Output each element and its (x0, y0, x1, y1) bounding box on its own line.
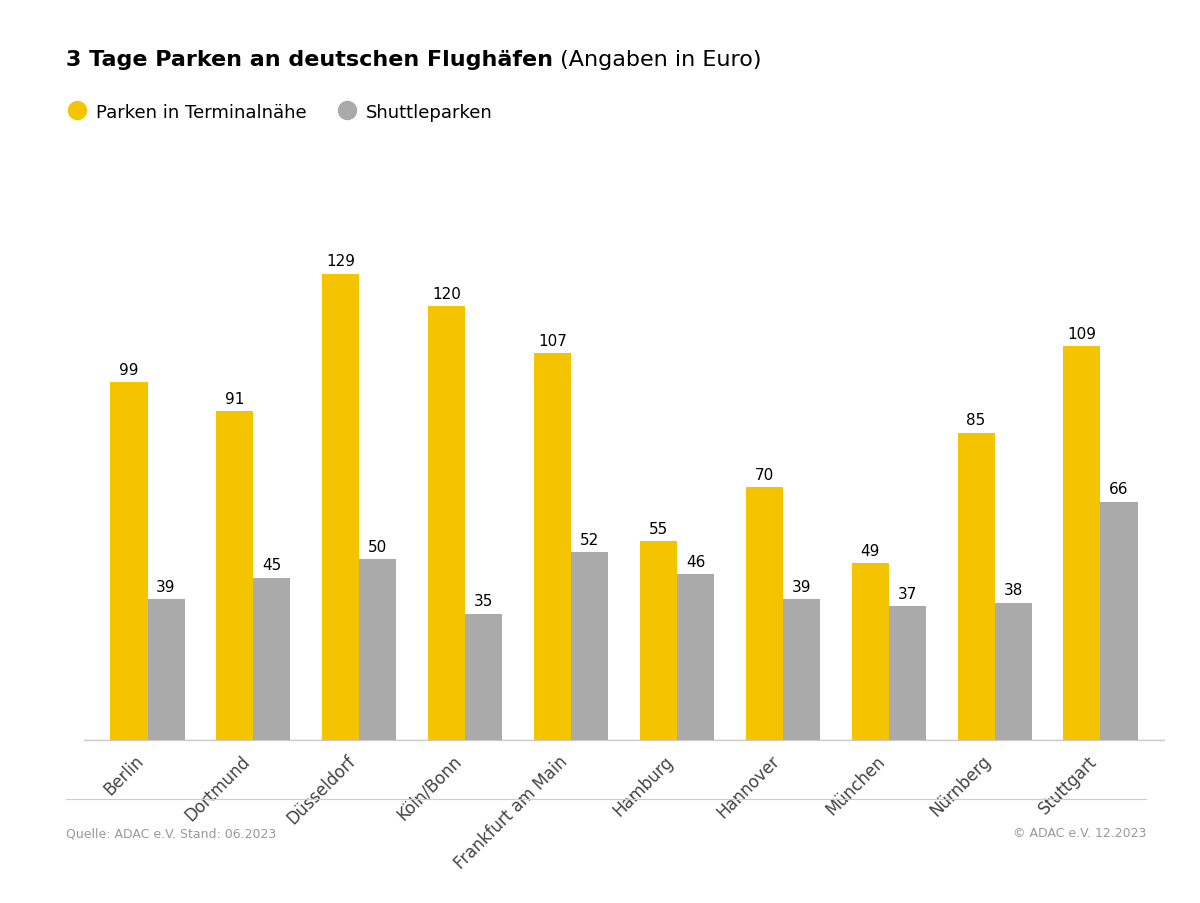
Bar (571, 553, 608, 740)
Bar (1063, 347, 1100, 740)
Text: 129: 129 (326, 254, 355, 269)
Text: 55: 55 (649, 521, 668, 536)
Text: 85: 85 (966, 413, 985, 428)
Text: 50: 50 (368, 539, 388, 554)
Text: 52: 52 (580, 532, 599, 547)
Bar (359, 560, 396, 740)
Bar (1100, 502, 1138, 740)
Bar (745, 488, 782, 740)
Text: 66: 66 (1109, 481, 1129, 497)
Text: 45: 45 (263, 557, 282, 573)
Text: 39: 39 (792, 579, 811, 594)
Text: 38: 38 (1003, 582, 1022, 598)
Bar (148, 600, 185, 740)
Bar (428, 307, 466, 740)
Text: 46: 46 (685, 554, 706, 569)
Text: © ADAC e.V. 12.2023: © ADAC e.V. 12.2023 (1013, 826, 1146, 839)
Text: 99: 99 (119, 362, 139, 377)
Text: 91: 91 (226, 391, 245, 406)
Legend: Parken in Terminalnähe, Shuttleparken: Parken in Terminalnähe, Shuttleparken (73, 104, 493, 122)
Bar (110, 383, 148, 740)
Bar (640, 542, 677, 740)
Text: (Angaben in Euro): (Angaben in Euro) (553, 50, 762, 70)
Bar (852, 563, 889, 740)
Bar (534, 354, 571, 740)
Bar (253, 578, 290, 740)
Text: 49: 49 (860, 543, 880, 558)
Bar (677, 574, 714, 740)
Text: Quelle: ADAC e.V. Stand: 06.2023: Quelle: ADAC e.V. Stand: 06.2023 (66, 826, 276, 839)
Bar (323, 275, 359, 740)
Text: 3 Tage Parken an deutschen Flughäfen: 3 Tage Parken an deutschen Flughäfen (66, 50, 553, 70)
Text: 37: 37 (898, 586, 917, 601)
Text: 39: 39 (156, 579, 176, 594)
Text: 109: 109 (1068, 326, 1097, 341)
Bar (889, 607, 925, 740)
Text: 107: 107 (538, 333, 566, 349)
Bar (958, 433, 995, 740)
Bar (995, 603, 1032, 740)
Bar (466, 614, 503, 740)
Text: 35: 35 (474, 593, 493, 609)
Bar (216, 412, 253, 740)
Bar (782, 600, 820, 740)
Text: 70: 70 (755, 467, 774, 482)
Text: 120: 120 (432, 286, 461, 302)
